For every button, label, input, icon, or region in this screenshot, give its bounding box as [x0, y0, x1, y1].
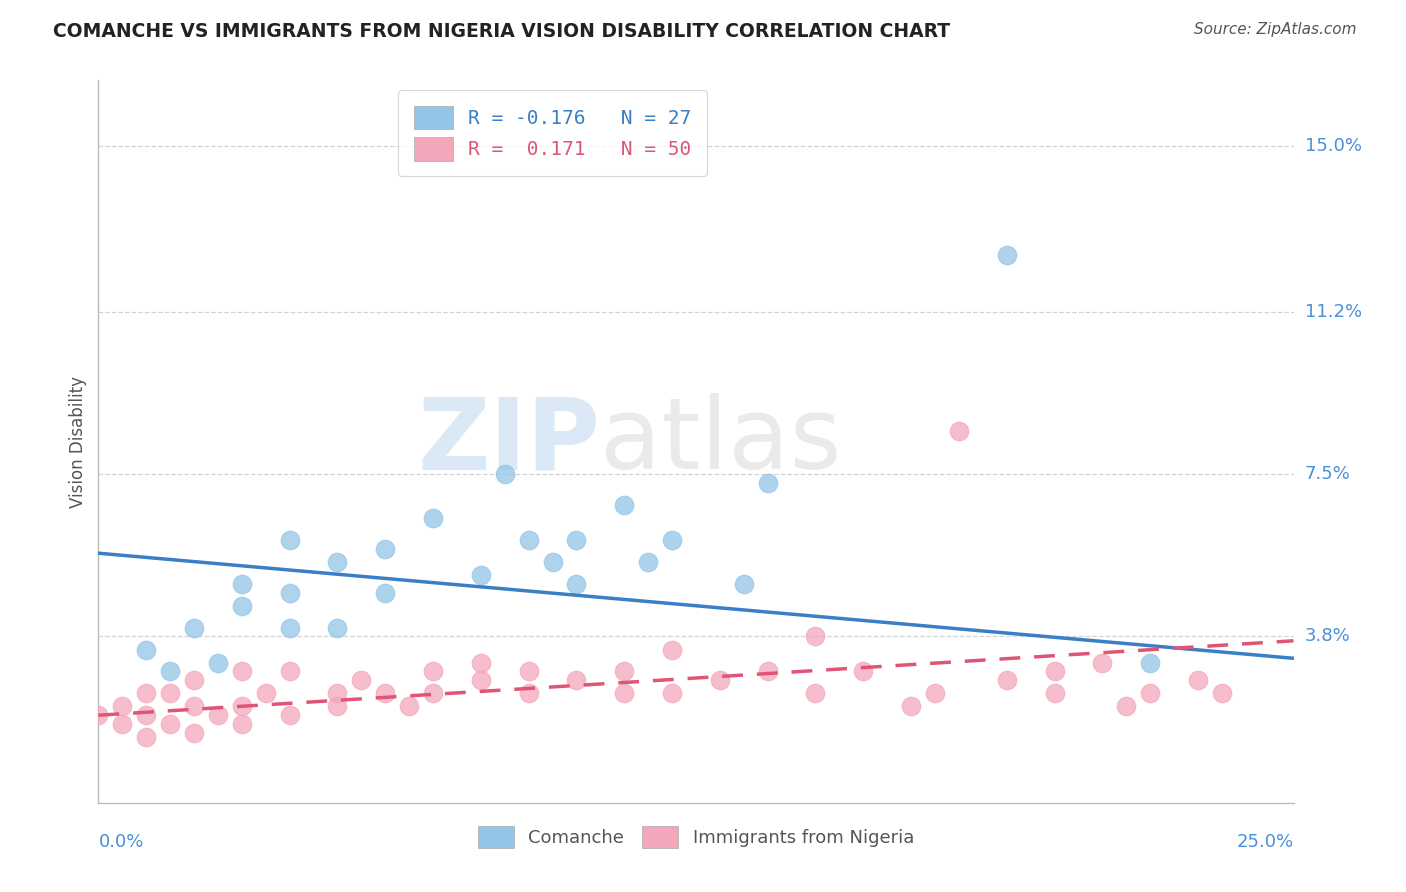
Point: [613, 498, 636, 512]
Point: [374, 585, 396, 599]
Text: 11.2%: 11.2%: [1305, 303, 1362, 321]
Text: 7.5%: 7.5%: [1305, 466, 1351, 483]
Point: [422, 686, 444, 700]
Point: [637, 555, 659, 569]
Point: [661, 642, 683, 657]
Point: [470, 656, 492, 670]
Point: [924, 686, 946, 700]
Point: [422, 511, 444, 525]
Y-axis label: Vision Disability: Vision Disability: [69, 376, 87, 508]
Point: [135, 730, 157, 744]
Point: [661, 533, 683, 547]
Point: [709, 673, 731, 688]
Point: [565, 577, 588, 591]
Point: [207, 708, 229, 723]
Point: [733, 577, 755, 591]
Point: [278, 533, 301, 547]
Point: [756, 665, 779, 679]
Point: [254, 686, 277, 700]
Text: 0.0%: 0.0%: [98, 833, 143, 851]
Point: [422, 665, 444, 679]
Point: [517, 686, 540, 700]
Point: [1043, 686, 1066, 700]
Point: [326, 621, 349, 635]
Point: [565, 533, 588, 547]
Point: [1139, 656, 1161, 670]
Point: [183, 673, 205, 688]
Point: [661, 686, 683, 700]
Point: [1091, 656, 1114, 670]
Point: [135, 686, 157, 700]
Point: [804, 686, 827, 700]
Text: atlas: atlas: [600, 393, 842, 490]
Point: [231, 665, 253, 679]
Text: Source: ZipAtlas.com: Source: ZipAtlas.com: [1194, 22, 1357, 37]
Point: [995, 673, 1018, 688]
Point: [278, 708, 301, 723]
Point: [517, 665, 540, 679]
Point: [278, 621, 301, 635]
Point: [135, 708, 157, 723]
Point: [470, 673, 492, 688]
Point: [613, 665, 636, 679]
Point: [183, 725, 205, 739]
Point: [900, 699, 922, 714]
Point: [326, 555, 349, 569]
Point: [995, 248, 1018, 262]
Point: [1211, 686, 1233, 700]
Point: [159, 717, 181, 731]
Point: [756, 476, 779, 491]
Point: [804, 629, 827, 643]
Point: [278, 665, 301, 679]
Point: [852, 665, 875, 679]
Point: [87, 708, 110, 723]
Point: [111, 699, 134, 714]
Point: [231, 577, 253, 591]
Point: [517, 533, 540, 547]
Point: [374, 686, 396, 700]
Point: [326, 699, 349, 714]
Point: [948, 424, 970, 438]
Point: [1115, 699, 1137, 714]
Point: [278, 585, 301, 599]
Point: [231, 717, 253, 731]
Point: [1187, 673, 1209, 688]
Point: [231, 599, 253, 613]
Point: [207, 656, 229, 670]
Point: [231, 699, 253, 714]
Point: [159, 665, 181, 679]
Point: [135, 642, 157, 657]
Point: [183, 699, 205, 714]
Text: ZIP: ZIP: [418, 393, 600, 490]
Text: 25.0%: 25.0%: [1236, 833, 1294, 851]
Point: [541, 555, 564, 569]
Text: COMANCHE VS IMMIGRANTS FROM NIGERIA VISION DISABILITY CORRELATION CHART: COMANCHE VS IMMIGRANTS FROM NIGERIA VISI…: [53, 22, 950, 41]
Point: [494, 467, 516, 482]
Text: 15.0%: 15.0%: [1305, 137, 1361, 155]
Legend: Comanche, Immigrants from Nigeria: Comanche, Immigrants from Nigeria: [471, 819, 921, 855]
Text: 3.8%: 3.8%: [1305, 627, 1350, 646]
Point: [565, 673, 588, 688]
Point: [350, 673, 373, 688]
Point: [374, 541, 396, 556]
Point: [159, 686, 181, 700]
Point: [470, 568, 492, 582]
Point: [1139, 686, 1161, 700]
Point: [183, 621, 205, 635]
Point: [398, 699, 420, 714]
Point: [326, 686, 349, 700]
Point: [1043, 665, 1066, 679]
Point: [111, 717, 134, 731]
Point: [613, 686, 636, 700]
